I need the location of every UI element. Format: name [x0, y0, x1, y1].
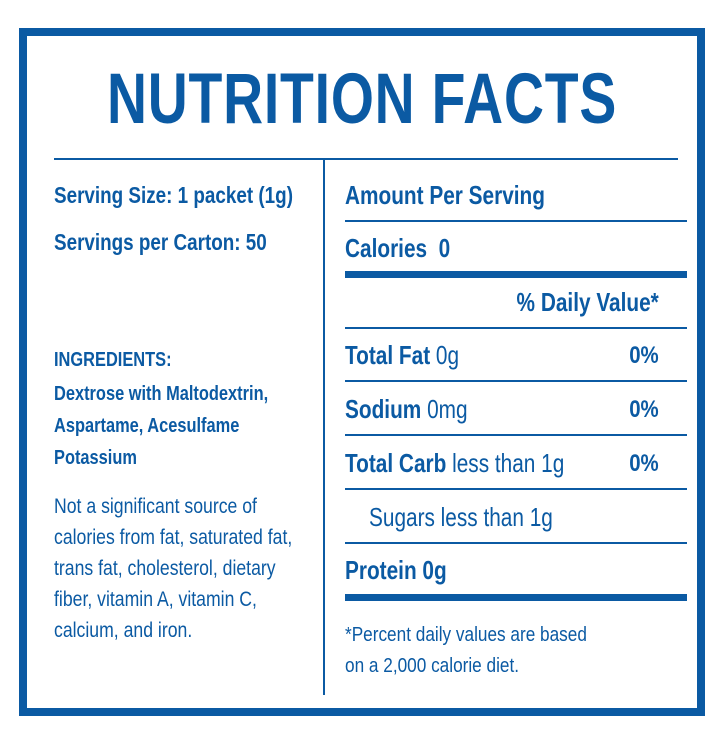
row-divider	[345, 327, 687, 329]
ingredients-line: Dextrose with Maltodextrin,	[54, 383, 269, 405]
nutrient-amount: 0mg	[427, 394, 468, 424]
sugars-row: Sugars less than 1g	[369, 502, 553, 532]
serving-size: Serving Size: 1 packet (1g)	[54, 182, 293, 208]
nutrient-disclaimer: Not a significant source of calories fro…	[54, 491, 338, 646]
ingredients-line: Potassium	[54, 447, 137, 469]
calories-value: 0	[438, 233, 451, 263]
disclaimer-line: fiber, vitamin A, vitamin C,	[54, 588, 257, 611]
nutrient-amount: less than 1g	[452, 448, 565, 478]
protein-row: Protein 0g	[345, 555, 447, 585]
daily-value-header: % Daily Value*	[516, 287, 659, 317]
nutrient-dv: 0%	[629, 450, 659, 477]
panel-title: NUTRITION FACTS	[106, 60, 618, 139]
amount-per-serving: Amount Per Serving	[345, 180, 545, 210]
ingredients-list: Dextrose with Maltodextrin, Aspartame, A…	[54, 378, 315, 474]
row-divider	[345, 542, 687, 544]
ingredients-line: Aspartame, Acesulfame	[54, 415, 240, 437]
ingredients-heading: INGREDIENTS:	[54, 349, 172, 371]
disclaimer-line: trans fat, cholesterol, dietary	[54, 557, 276, 580]
row-divider	[345, 220, 687, 222]
nutrient-row-total-carb: Total Carb less than 1g	[345, 448, 619, 479]
thick-divider	[345, 594, 687, 601]
calories-label: Calories	[345, 233, 428, 263]
title-divider	[54, 158, 678, 160]
nutrient-label: Total Fat	[345, 340, 431, 370]
nutrient-label: Total Carb	[345, 448, 447, 478]
nutrient-dv: 0%	[629, 342, 659, 369]
servings-per-carton: Servings per Carton: 50	[54, 229, 267, 255]
nutrient-label: Sodium	[345, 394, 422, 424]
disclaimer-line: calories from fat, saturated fat,	[54, 526, 293, 549]
thick-divider	[345, 271, 687, 278]
calories-row: Calories 0	[345, 233, 477, 264]
nutrient-dv: 0%	[629, 396, 659, 423]
row-divider	[345, 434, 687, 436]
footnote-line: *Percent daily values are based	[345, 624, 587, 646]
footnote-line: on a 2,000 calorie diet.	[345, 655, 520, 677]
nutrient-row-sodium: Sodium 0mg	[345, 394, 498, 425]
nutrition-facts-panel: NUTRITION FACTS Serving Size: 1 packet (…	[19, 28, 705, 716]
nutrient-row-total-fat: Total Fat 0g	[345, 340, 488, 371]
daily-value-footnote: *Percent daily values are based on a 2,0…	[345, 620, 626, 682]
nutrient-amount: 0g	[435, 340, 460, 370]
column-divider	[323, 160, 325, 695]
row-divider	[345, 380, 687, 382]
disclaimer-line: Not a significant source of	[54, 495, 257, 518]
row-divider	[345, 488, 687, 490]
disclaimer-line: calcium, and iron.	[54, 619, 193, 642]
